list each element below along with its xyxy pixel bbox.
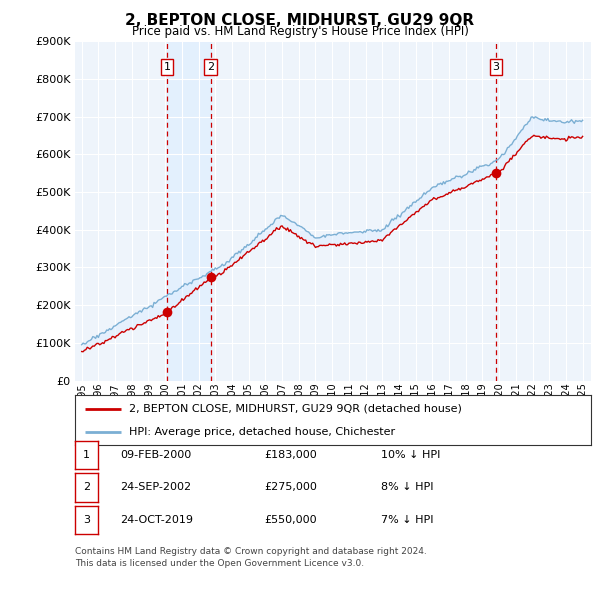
Text: 09-FEB-2000: 09-FEB-2000 (120, 450, 191, 460)
Text: £550,000: £550,000 (264, 515, 317, 525)
Text: 2, BEPTON CLOSE, MIDHURST, GU29 9QR: 2, BEPTON CLOSE, MIDHURST, GU29 9QR (125, 13, 475, 28)
Text: Contains HM Land Registry data © Crown copyright and database right 2024.: Contains HM Land Registry data © Crown c… (75, 548, 427, 556)
Text: £275,000: £275,000 (264, 483, 317, 492)
Text: 7% ↓ HPI: 7% ↓ HPI (381, 515, 433, 525)
Text: 2: 2 (207, 62, 214, 72)
Text: 1: 1 (83, 450, 90, 460)
Text: 24-SEP-2002: 24-SEP-2002 (120, 483, 191, 492)
Text: 2: 2 (83, 483, 90, 492)
Text: This data is licensed under the Open Government Licence v3.0.: This data is licensed under the Open Gov… (75, 559, 364, 568)
Text: HPI: Average price, detached house, Chichester: HPI: Average price, detached house, Chic… (129, 427, 395, 437)
Text: 2, BEPTON CLOSE, MIDHURST, GU29 9QR (detached house): 2, BEPTON CLOSE, MIDHURST, GU29 9QR (det… (129, 404, 462, 414)
Text: 3: 3 (493, 62, 499, 72)
Text: Price paid vs. HM Land Registry's House Price Index (HPI): Price paid vs. HM Land Registry's House … (131, 25, 469, 38)
Text: 24-OCT-2019: 24-OCT-2019 (120, 515, 193, 525)
Text: 1: 1 (164, 62, 170, 72)
Text: 3: 3 (83, 515, 90, 525)
Text: 8% ↓ HPI: 8% ↓ HPI (381, 483, 433, 492)
Bar (167, 41, 211, 381)
Text: £183,000: £183,000 (264, 450, 317, 460)
Text: 10% ↓ HPI: 10% ↓ HPI (381, 450, 440, 460)
